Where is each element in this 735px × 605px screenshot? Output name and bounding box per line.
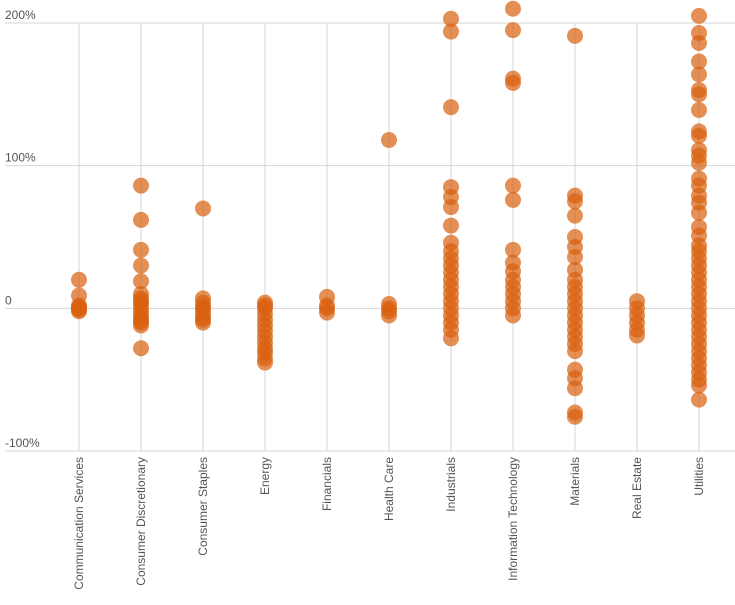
- data-point: [257, 354, 273, 371]
- data-point: [505, 0, 521, 17]
- data-point: [133, 317, 149, 334]
- gridlines: [5, 22, 735, 452]
- data-point: [691, 377, 707, 394]
- data-point: [443, 217, 459, 234]
- data-point: [691, 34, 707, 51]
- x-tick-label: Materials: [568, 457, 582, 506]
- x-tick-label: Industrials: [444, 457, 458, 512]
- data-point: [71, 271, 87, 288]
- data-point: [133, 211, 149, 228]
- data-point: [567, 343, 583, 360]
- x-tick-label: Health Care: [382, 457, 396, 521]
- data-point: [443, 330, 459, 347]
- y-tick-label: 200%: [5, 8, 36, 22]
- data-point: [629, 327, 645, 344]
- data-point: [691, 391, 707, 408]
- data-point: [133, 257, 149, 274]
- y-tick-label: 100%: [5, 151, 36, 165]
- data-point: [381, 131, 397, 148]
- data-point: [567, 27, 583, 44]
- x-tick-label: Consumer Staples: [196, 457, 210, 556]
- data-point: [505, 177, 521, 194]
- data-point: [443, 99, 459, 116]
- data-point: [505, 241, 521, 258]
- data-point: [381, 307, 397, 324]
- data-point: [133, 273, 149, 290]
- data-point: [691, 7, 707, 24]
- data-point: [691, 127, 707, 144]
- data-point: [691, 66, 707, 83]
- x-tick-label: Information Technology: [506, 457, 520, 581]
- x-tick-label: Energy: [258, 457, 272, 495]
- data-point: [133, 241, 149, 258]
- y-tick-label: 0: [5, 293, 12, 307]
- data-point: [505, 74, 521, 91]
- data-point: [505, 22, 521, 39]
- data-point: [133, 340, 149, 357]
- data-point: [443, 199, 459, 216]
- x-tick-label: Consumer Discretionary: [134, 457, 148, 586]
- x-tick-label: Communication Services: [72, 457, 86, 590]
- data-point: [567, 408, 583, 425]
- data-point: [505, 191, 521, 208]
- data-point: [691, 53, 707, 70]
- data-point: [195, 314, 211, 331]
- data-point: [691, 154, 707, 171]
- data-point: [443, 10, 459, 27]
- data-point: [691, 102, 707, 119]
- data-point: [195, 200, 211, 217]
- data-point: [691, 86, 707, 103]
- y-axis: 200% 100% 0 -100%: [5, 8, 40, 450]
- data-point: [133, 177, 149, 194]
- data-point: [319, 304, 335, 321]
- data-point: [567, 248, 583, 265]
- data-point: [691, 204, 707, 221]
- data-point: [567, 193, 583, 210]
- x-tick-label: Financials: [320, 457, 334, 511]
- x-tick-label: Utilities: [692, 457, 706, 496]
- data-point: [443, 23, 459, 40]
- data-point: [567, 380, 583, 397]
- data-point: [505, 307, 521, 324]
- data-point: [71, 303, 87, 320]
- y-tick-label: -100%: [5, 436, 40, 450]
- data-point: [567, 207, 583, 224]
- x-tick-label: Real Estate: [630, 457, 644, 519]
- data-points: [71, 0, 707, 425]
- x-axis: Communication Services Consumer Discretio…: [72, 457, 706, 590]
